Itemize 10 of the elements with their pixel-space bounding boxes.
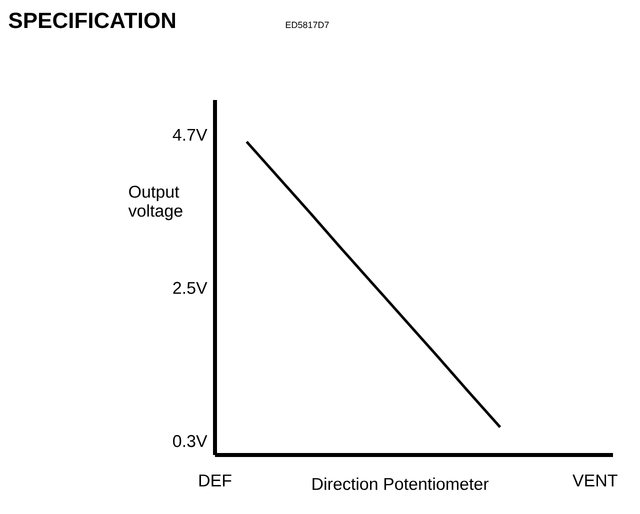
line-series [245, 140, 502, 428]
x-axis-title: Direction Potentiometer [312, 478, 489, 490]
x-tick-label: DEF [199, 474, 232, 486]
y-tick-label: 2.5V [173, 282, 208, 294]
chart-subtitle: ED5817D7 [286, 22, 329, 28]
x-tick-label: VENT [572, 474, 618, 486]
y-tick-label: 4.7V [172, 128, 208, 141]
y-tick-label: 0.3V [173, 435, 208, 448]
y-axis-title: Output voltage [128, 186, 182, 220]
chart-title: SPECIFICATION [8, 12, 175, 28]
